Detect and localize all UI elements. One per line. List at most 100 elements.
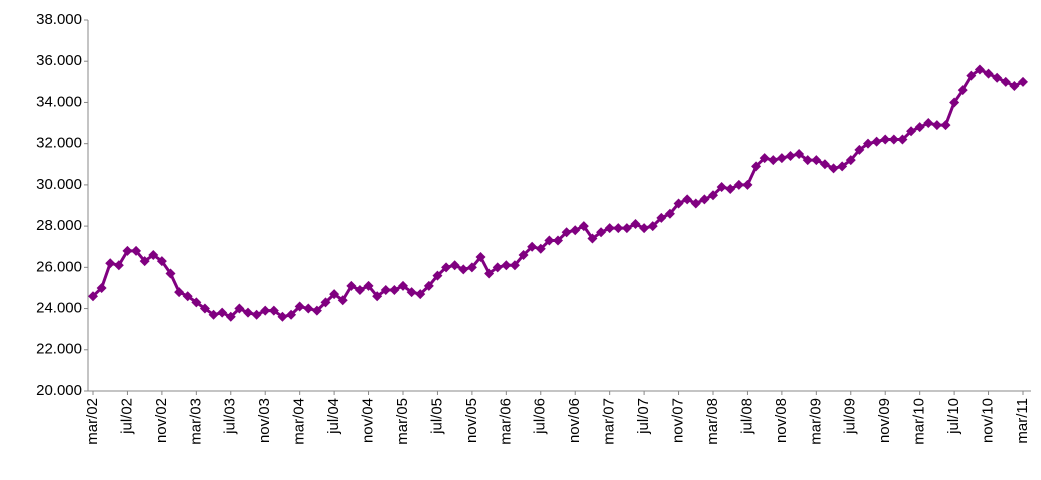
data-point	[837, 161, 848, 172]
data-point	[949, 97, 960, 108]
data-point	[923, 118, 934, 129]
y-tick-label: 28.000	[36, 217, 82, 234]
data-point	[630, 219, 641, 230]
data-point	[742, 179, 753, 190]
x-tick-label: mar/04	[291, 398, 308, 445]
x-tick-label: mar/10	[911, 398, 928, 445]
x-tick-label: mar/05	[394, 398, 411, 445]
y-tick-label: 34.000	[36, 93, 82, 110]
data-point	[553, 235, 563, 246]
y-tick-label: 20.000	[36, 382, 82, 399]
y-tick-label: 32.000	[36, 135, 82, 152]
data-line	[91, 67, 1024, 319]
data-point	[863, 138, 873, 149]
data-point	[768, 155, 779, 166]
data-point	[105, 258, 116, 269]
data-point	[699, 194, 710, 205]
data-point	[604, 223, 615, 234]
x-tick-label: nov/04	[360, 398, 377, 443]
data-point	[122, 245, 133, 256]
data-point	[690, 198, 701, 209]
data-point	[251, 309, 262, 320]
data-point	[759, 153, 770, 164]
x-tick-label: mar/09	[807, 398, 824, 445]
data-point	[415, 289, 426, 300]
data-point	[656, 212, 667, 223]
data-point	[708, 190, 718, 201]
data-point	[931, 120, 942, 131]
data-point	[578, 221, 589, 232]
data-point	[587, 233, 598, 244]
data-point	[243, 307, 253, 318]
x-tick-label: mar/11	[1014, 398, 1031, 444]
x-tick-label: mar/08	[704, 398, 721, 445]
data-point	[561, 227, 572, 238]
y-tick-label: 36.000	[36, 52, 82, 69]
data-point	[570, 225, 581, 236]
x-tick-label: jul/06	[532, 398, 549, 435]
data-point	[725, 184, 736, 195]
data-point	[113, 260, 124, 271]
data-point	[96, 282, 107, 293]
data-point	[458, 264, 469, 275]
data-point	[398, 280, 408, 291]
data-point	[974, 64, 985, 75]
x-tick-label: jul/02	[118, 398, 135, 435]
data-point	[733, 179, 744, 190]
data-point	[527, 241, 538, 252]
data-point	[449, 260, 460, 271]
data-point	[664, 208, 675, 219]
data-point	[225, 311, 236, 322]
data-point	[845, 155, 856, 166]
data-point	[484, 268, 495, 279]
data-point	[88, 291, 98, 302]
x-tick-label: jul/04	[325, 398, 342, 435]
data-point	[501, 260, 512, 271]
data-point	[320, 297, 331, 308]
data-point	[406, 287, 417, 298]
data-point	[363, 280, 374, 291]
data-point	[156, 256, 167, 267]
x-tick-label: mar/03	[187, 398, 204, 445]
data-point	[260, 305, 271, 316]
data-point	[673, 198, 684, 209]
data-point	[286, 309, 297, 320]
data-point	[940, 120, 951, 131]
x-tick-label: nov/08	[773, 398, 790, 443]
y-tick-label: 24.000	[36, 300, 82, 317]
data-point	[785, 151, 796, 162]
data-point	[432, 270, 443, 281]
data-point	[794, 148, 805, 159]
data-point	[880, 134, 891, 145]
x-tick-label: mar/02	[84, 398, 101, 445]
x-tick-label: jul/05	[428, 398, 445, 435]
x-tick-label: nov/03	[256, 398, 273, 443]
data-point	[966, 70, 977, 81]
data-point	[380, 285, 391, 296]
data-point	[682, 194, 693, 205]
x-tick-label: jul/07	[635, 398, 652, 435]
x-tick-label: nov/07	[670, 398, 687, 443]
x-tick-label: nov/09	[876, 398, 893, 443]
y-tick-label: 30.000	[36, 176, 82, 193]
x-tick-label: jul/03	[222, 398, 239, 435]
x-tick-label: mar/07	[601, 398, 618, 445]
data-point	[819, 159, 830, 170]
data-point	[509, 260, 520, 271]
x-tick-label: jul/10	[945, 398, 962, 435]
data-point	[277, 311, 288, 322]
data-point	[466, 262, 477, 273]
data-point	[294, 301, 305, 312]
x-tick-label: jul/08	[738, 398, 755, 435]
data-point	[544, 235, 555, 246]
data-point	[854, 144, 865, 155]
data-point	[897, 134, 908, 145]
x-tick-label: nov/05	[463, 398, 480, 443]
data-point	[535, 243, 546, 254]
data-point	[475, 252, 486, 263]
data-point	[957, 85, 968, 96]
data-point	[992, 72, 1003, 83]
data-point	[888, 134, 899, 145]
data-point	[234, 303, 245, 314]
